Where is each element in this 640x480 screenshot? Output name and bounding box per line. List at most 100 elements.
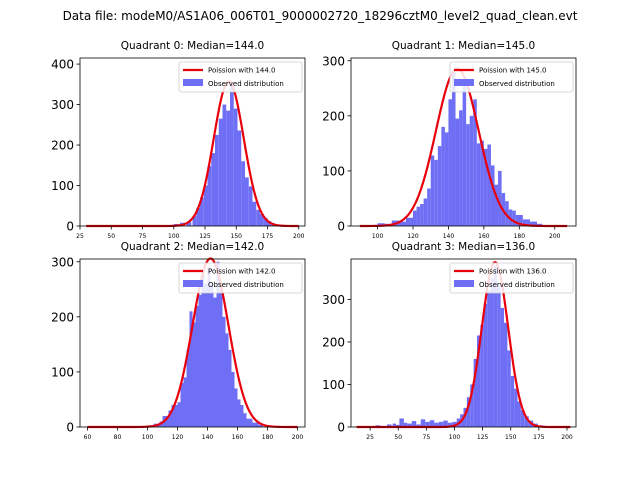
x-tick-label: 125 bbox=[477, 434, 489, 441]
x-tick-label: 75 bbox=[139, 233, 147, 240]
legend-observed-label: Observed distribution bbox=[208, 80, 284, 88]
histogram-bar bbox=[529, 221, 538, 226]
y-tick-label: 200 bbox=[322, 335, 345, 349]
x-tick-label: 25 bbox=[366, 434, 374, 441]
legend-poisson-label: Poission with 145.0 bbox=[479, 67, 547, 75]
x-tick-label: 80 bbox=[114, 434, 122, 441]
legend-poisson-label: Poission with 136.0 bbox=[479, 268, 547, 276]
x-tick-label: 100 bbox=[449, 434, 461, 441]
histogram-bar bbox=[451, 71, 456, 226]
figure-suptitle: Data file: modeM0/AS1A06_006T01_90000027… bbox=[63, 9, 578, 23]
y-tick-label: 300 bbox=[51, 98, 74, 112]
histogram-bar bbox=[487, 290, 491, 427]
histogram-bar bbox=[430, 155, 435, 226]
histogram-bar bbox=[520, 409, 525, 427]
histogram-bar bbox=[192, 322, 196, 427]
histogram-bar bbox=[213, 297, 217, 427]
histogram-bar bbox=[505, 201, 509, 226]
x-tick-label: 200 bbox=[561, 434, 573, 441]
histogram-bar bbox=[201, 272, 205, 427]
histogram-bar bbox=[407, 423, 412, 427]
y-tick-label: 0 bbox=[66, 220, 74, 234]
histogram-bar bbox=[469, 115, 474, 226]
histogram-bar bbox=[211, 153, 215, 226]
histogram-bar bbox=[177, 402, 181, 427]
histogram-bar bbox=[514, 388, 518, 427]
x-tick-label: 100 bbox=[168, 233, 180, 240]
histogram-bar bbox=[195, 305, 199, 427]
histogram-bar bbox=[517, 401, 521, 427]
x-tick-label: 150 bbox=[505, 434, 517, 441]
histogram-bar bbox=[171, 404, 178, 427]
histogram-bar bbox=[200, 197, 204, 226]
x-tick-label: 200 bbox=[292, 434, 304, 441]
x-tick-label: 75 bbox=[423, 434, 431, 441]
histogram-bar bbox=[196, 207, 200, 226]
legend-box bbox=[178, 262, 303, 294]
histogram-bar bbox=[462, 80, 467, 227]
axes-frame bbox=[79, 258, 306, 428]
histogram-bar bbox=[434, 422, 439, 427]
y-tick-label: 400 bbox=[51, 58, 74, 72]
y-tick-label: 100 bbox=[51, 365, 74, 379]
histogram-bar bbox=[403, 422, 408, 427]
x-tick-label: 100 bbox=[372, 233, 384, 240]
y-tick-label: 200 bbox=[51, 139, 74, 153]
histogram-bar bbox=[515, 214, 523, 226]
histogram-bar bbox=[476, 143, 481, 226]
x-tick-label: 25 bbox=[76, 233, 84, 240]
histogram-bar bbox=[416, 206, 421, 226]
histogram-bar bbox=[493, 265, 498, 427]
histogram-bar bbox=[252, 201, 257, 226]
histogram-bar bbox=[490, 165, 495, 226]
histogram-bar bbox=[455, 118, 460, 226]
x-tick-label: 175 bbox=[262, 233, 274, 240]
histogram-bar bbox=[222, 104, 227, 226]
x-tick-label: 180 bbox=[514, 233, 526, 240]
histogram-bar bbox=[233, 108, 238, 226]
histogram-bar bbox=[186, 349, 190, 427]
histogram-bar bbox=[218, 118, 223, 226]
histogram-bar bbox=[494, 184, 499, 226]
histogram-bar bbox=[480, 324, 484, 427]
histogram-bar bbox=[466, 124, 470, 226]
histogram-bar bbox=[207, 267, 211, 427]
histogram-bar bbox=[483, 303, 488, 427]
histogram-bar bbox=[186, 221, 192, 226]
histogram-bar bbox=[480, 140, 484, 226]
histogram-bar bbox=[443, 420, 448, 427]
histogram-bar bbox=[441, 126, 445, 226]
poisson-curve bbox=[86, 80, 299, 228]
axes-frame bbox=[350, 258, 577, 428]
histogram-bar bbox=[231, 371, 235, 427]
y-tick-label: 200 bbox=[322, 109, 345, 123]
histogram-bar bbox=[448, 99, 452, 226]
histogram-bar bbox=[500, 307, 504, 427]
histogram-bar bbox=[215, 134, 219, 226]
histogram-bar bbox=[438, 421, 444, 427]
legend-observed-swatch bbox=[183, 79, 203, 86]
histogram-bar bbox=[168, 410, 172, 427]
histogram-bar bbox=[447, 422, 453, 427]
histogram-bar bbox=[434, 159, 438, 226]
histogram-bar bbox=[416, 424, 421, 427]
legend-observed-swatch bbox=[454, 79, 474, 86]
legend-box bbox=[449, 262, 574, 294]
histogram-bar bbox=[210, 283, 214, 427]
histogram-bar bbox=[252, 422, 259, 427]
histogram-bar bbox=[183, 377, 187, 427]
histogram-bar bbox=[497, 286, 501, 427]
x-tick-label: 120 bbox=[172, 434, 184, 441]
y-tick-label: 300 bbox=[322, 293, 345, 307]
x-tick-label: 200 bbox=[549, 233, 561, 240]
histogram-bar bbox=[245, 177, 249, 226]
histogram-bar bbox=[477, 335, 481, 427]
histogram-bar bbox=[207, 166, 212, 226]
histogram-bar bbox=[234, 388, 238, 427]
histogram-bar bbox=[427, 188, 431, 226]
x-tick-label: 175 bbox=[533, 434, 545, 441]
y-tick-label: 100 bbox=[322, 164, 345, 178]
histogram-bar bbox=[180, 382, 184, 427]
legend-observed-swatch bbox=[454, 280, 474, 287]
